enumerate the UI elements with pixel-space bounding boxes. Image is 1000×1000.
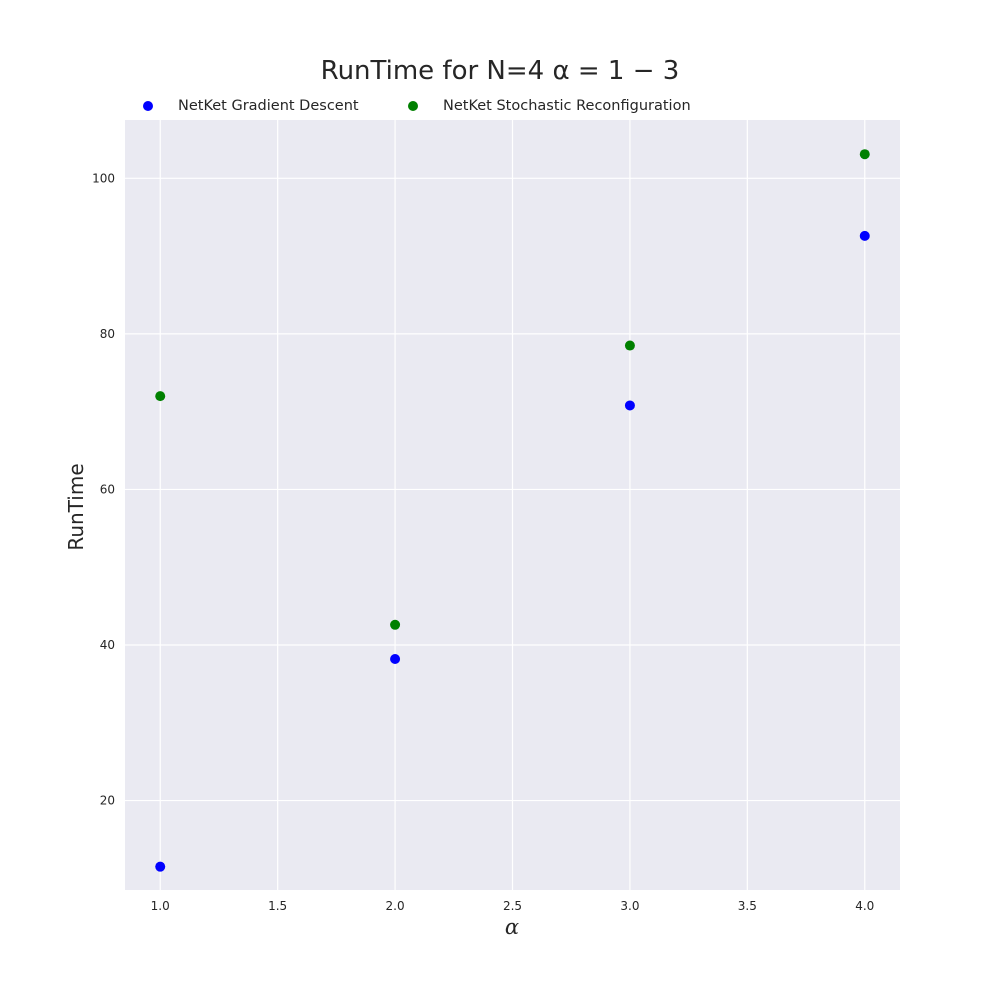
chart-title: RunTime for N=4 α = 1 − 3 [321,56,680,86]
legend-marker [408,101,418,111]
data-points [155,149,870,872]
y-axis-label: RunTime [64,463,88,550]
data-point-gradient-descent [859,230,870,241]
y-axis-ticks: 20 40 60 80 100 [92,171,115,807]
legend-item: NetKet Gradient Descent [143,98,359,114]
legend-label: NetKet Gradient Descent [178,98,359,114]
y-tick-label: 80 [100,327,115,341]
data-point-stochastic-reconfiguration [624,340,635,351]
legend-label: NetKet Stochastic Reconfiguration [443,98,691,114]
x-tick-label: 2.5 [503,899,522,913]
legend: NetKet Gradient Descent NetKet Stochastic… [143,98,691,114]
data-point-gradient-descent [155,861,166,872]
y-tick-label: 40 [100,638,115,652]
legend-item: NetKet Stochastic Reconfiguration [408,98,691,114]
data-point-stochastic-reconfiguration [155,391,166,402]
y-tick-label: 100 [92,171,115,185]
grid-lines [125,120,900,890]
x-tick-label: 1.5 [268,899,287,913]
x-axis-ticks: 1.0 1.5 2.0 2.5 3.0 3.5 4.0 [151,899,875,913]
x-tick-label: 2.0 [386,899,405,913]
data-point-gradient-descent [624,400,635,411]
data-point-stochastic-reconfiguration [390,619,401,630]
x-tick-label: 3.5 [738,899,757,913]
x-axis-label: α [505,915,519,939]
y-tick-label: 20 [100,794,115,808]
data-point-stochastic-reconfiguration [859,149,870,160]
x-tick-label: 4.0 [855,899,874,913]
legend-marker [143,101,153,111]
data-point-gradient-descent [390,654,401,664]
y-tick-label: 60 [100,482,115,496]
x-tick-label: 3.0 [620,899,639,913]
x-tick-label: 1.0 [151,899,170,913]
